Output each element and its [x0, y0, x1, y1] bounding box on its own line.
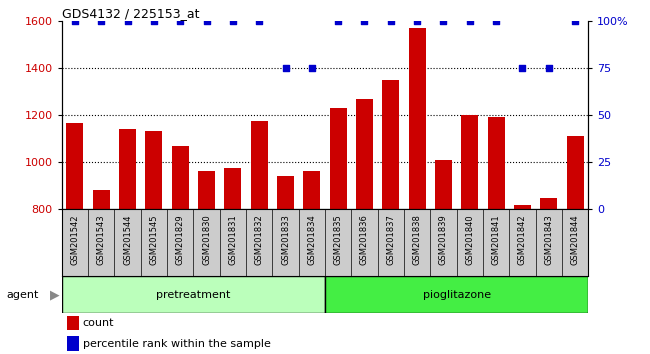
- Bar: [325, 276, 588, 313]
- Text: GSM201829: GSM201829: [176, 214, 185, 265]
- Bar: [409, 28, 426, 209]
- Bar: [66, 123, 83, 209]
- Text: GSM201542: GSM201542: [70, 214, 79, 265]
- Point: [385, 18, 396, 24]
- Point: [202, 18, 212, 24]
- Bar: [277, 176, 294, 209]
- Text: GSM201832: GSM201832: [255, 214, 264, 265]
- Text: GSM201543: GSM201543: [97, 214, 106, 265]
- Bar: [514, 205, 531, 209]
- Point: [280, 65, 291, 71]
- Point: [333, 18, 343, 24]
- Bar: [540, 198, 557, 209]
- Text: GSM201838: GSM201838: [413, 214, 422, 265]
- Bar: [93, 190, 110, 209]
- Point: [70, 18, 80, 24]
- Text: GSM201544: GSM201544: [123, 214, 132, 265]
- Bar: [356, 99, 373, 209]
- Bar: [382, 80, 399, 209]
- Bar: [67, 316, 79, 330]
- Point: [359, 18, 370, 24]
- Point: [570, 18, 580, 24]
- Bar: [198, 171, 215, 209]
- Text: GSM201833: GSM201833: [281, 214, 290, 265]
- Point: [254, 18, 265, 24]
- Point: [175, 18, 185, 24]
- Bar: [567, 136, 584, 209]
- Text: GSM201836: GSM201836: [360, 214, 369, 265]
- Point: [491, 18, 501, 24]
- Bar: [330, 108, 346, 209]
- Bar: [435, 160, 452, 209]
- Text: GSM201843: GSM201843: [544, 214, 553, 265]
- Bar: [304, 171, 320, 209]
- Point: [122, 18, 133, 24]
- Text: GSM201839: GSM201839: [439, 214, 448, 265]
- Point: [227, 18, 238, 24]
- Point: [438, 18, 448, 24]
- Text: GSM201840: GSM201840: [465, 214, 474, 265]
- Bar: [62, 276, 325, 313]
- Bar: [119, 129, 136, 209]
- Bar: [146, 131, 162, 209]
- Bar: [224, 168, 241, 209]
- Text: GSM201837: GSM201837: [386, 214, 395, 265]
- Bar: [172, 145, 188, 209]
- Text: percentile rank within the sample: percentile rank within the sample: [83, 339, 270, 349]
- Bar: [67, 337, 79, 351]
- Text: GSM201545: GSM201545: [150, 214, 159, 265]
- Point: [307, 65, 317, 71]
- Point: [543, 65, 554, 71]
- Text: GDS4132 / 225153_at: GDS4132 / 225153_at: [62, 7, 200, 20]
- Bar: [251, 121, 268, 209]
- Point: [412, 18, 423, 24]
- Text: GSM201831: GSM201831: [228, 214, 237, 265]
- Bar: [488, 118, 504, 209]
- Text: GSM201844: GSM201844: [571, 214, 580, 265]
- Text: pretreatment: pretreatment: [156, 290, 231, 300]
- Text: GSM201841: GSM201841: [491, 214, 500, 265]
- Text: pioglitazone: pioglitazone: [422, 290, 491, 300]
- Point: [465, 18, 475, 24]
- Bar: [462, 115, 478, 209]
- Text: GSM201834: GSM201834: [307, 214, 317, 265]
- Text: GSM201830: GSM201830: [202, 214, 211, 265]
- Text: GSM201842: GSM201842: [518, 214, 527, 265]
- Point: [517, 65, 528, 71]
- Text: GSM201835: GSM201835: [333, 214, 343, 265]
- Point: [96, 18, 107, 24]
- Text: ▶: ▶: [50, 288, 60, 301]
- Point: [149, 18, 159, 24]
- Text: agent: agent: [6, 290, 39, 300]
- Text: count: count: [83, 319, 114, 329]
